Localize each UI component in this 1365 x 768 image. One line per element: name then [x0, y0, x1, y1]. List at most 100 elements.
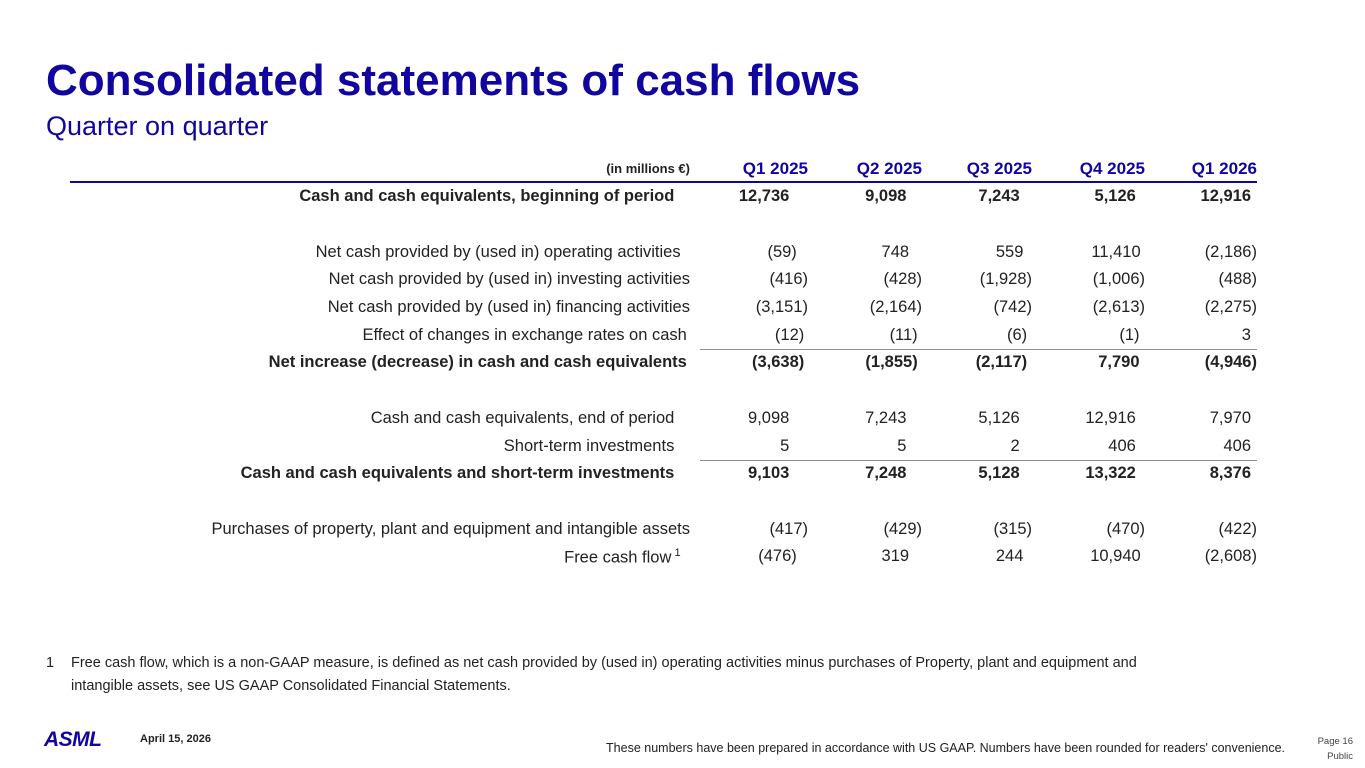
row-label: Net cash provided by (used in) investing… [70, 270, 690, 289]
row-label-text: Cash and cash equivalents, beginning of … [299, 187, 675, 206]
cell-value: (416) [769, 270, 808, 289]
cell-value: (2,275) [1204, 298, 1257, 317]
cell-value: 13,322 [1085, 464, 1136, 483]
row-label: Net cash provided by (used in) financing… [70, 298, 690, 317]
cell-value: 9,103 [748, 464, 790, 483]
cell-value: (2,608) [1204, 547, 1257, 566]
cell-value: 7,970 [1209, 408, 1251, 427]
cell-value: (422) [1218, 519, 1257, 538]
cell-value: (417) [769, 519, 808, 538]
row-label: Effect of changes in exchange rates on c… [70, 325, 687, 345]
table-row: Net cash provided by (used in) investing… [70, 266, 1257, 294]
cell-value: (470) [1106, 519, 1145, 538]
unit-label: (in millions €) [606, 161, 690, 176]
cell-value: 8,376 [1209, 464, 1251, 483]
cell-value: 406 [1108, 436, 1136, 455]
cell-value: 7,248 [865, 464, 907, 483]
cash-flow-table: (in millions €) Q1 2025 Q2 2025 Q3 2025 … [70, 156, 1257, 571]
table-header: (in millions €) Q1 2025 Q2 2025 Q3 2025 … [70, 156, 1257, 183]
cell-value: 748 [881, 242, 910, 261]
cell-value: 11,410 [1091, 242, 1141, 261]
cell-value: (1,855) [865, 353, 918, 372]
cell-value: 12,736 [738, 187, 790, 206]
cell-value: 5 [780, 436, 790, 455]
row-label-text: Net cash provided by (used in) investing… [328, 270, 690, 289]
row-label-text: Net cash provided by (used in) financing… [327, 298, 690, 317]
table-row: Cash and cash equivalents, beginning of … [70, 183, 1257, 211]
row-label-text: Free cash flow [564, 548, 672, 567]
row-label: Cash and cash equivalents, beginning of … [70, 187, 674, 206]
page-info: Page 16 Public [1318, 734, 1353, 764]
cell-value: (11) [889, 325, 918, 344]
table-row: Short-term investments 5 5 2 406 406 [70, 432, 1257, 460]
cell-value: (1,006) [1092, 270, 1145, 289]
cell-value: (429) [883, 519, 922, 538]
table-row: Net cash provided by (used in) financing… [70, 294, 1257, 322]
cell-value: (742) [993, 298, 1032, 317]
table-row: Net cash provided by (used in) operating… [70, 238, 1257, 266]
cell-value: (6) [1006, 325, 1028, 344]
cell-value: (2,164) [869, 298, 922, 317]
spacer [70, 377, 1257, 405]
cell-value: 12,916 [1200, 187, 1251, 206]
cell-value: 244 [995, 547, 1024, 566]
cell-value: (2,186) [1204, 242, 1257, 261]
cell-value: (1,928) [979, 270, 1032, 289]
footnote-text-1: Free cash flow, which is a non-GAAP meas… [71, 655, 1137, 671]
footnote-text-2: intangible assets, see US GAAP Consolida… [71, 678, 511, 694]
cell-value: (315) [993, 519, 1032, 538]
footnote-number: 1 [46, 655, 55, 671]
column-header: Q3 2025 [966, 158, 1032, 178]
cell-value: (3,151) [755, 298, 808, 317]
cell-value: 5,128 [978, 464, 1020, 483]
footnote-ref: 1 [674, 546, 681, 559]
footer-note: These numbers have been prepared in acco… [606, 741, 1285, 755]
column-header: Q1 2026 [1191, 158, 1257, 178]
cell-value: 5,126 [978, 408, 1020, 427]
cell-value: (4,946) [1204, 353, 1257, 372]
cell-value: 319 [881, 547, 910, 566]
cell-value: 5 [897, 436, 907, 455]
cell-value: (12) [774, 325, 805, 344]
row-label-text: Effect of changes in exchange rates on c… [362, 325, 687, 344]
cell-value: 2 [1010, 436, 1020, 455]
cell-value: 10,940 [1090, 547, 1141, 566]
table-row: Free cash flow 1 (476) 319 244 10,940 (2,608) [70, 543, 1257, 571]
table-row: Cash and cash equivalents and short-term… [70, 459, 1257, 488]
row-label: Short-term investments [70, 436, 675, 456]
cell-value: (2,117) [975, 353, 1028, 372]
table-row: Purchases of property, plant and equipme… [70, 515, 1258, 543]
column-header: Q2 2025 [856, 158, 922, 178]
page-title: Consolidated statements of cash flows [46, 56, 861, 105]
cell-value: 7,243 [978, 187, 1020, 206]
spacer [70, 211, 1257, 239]
cell-value: (428) [883, 270, 922, 289]
classification: Public [1327, 751, 1353, 762]
row-label-text: Cash and cash equivalents and short-term… [240, 464, 675, 483]
cell-value: 9,098 [748, 408, 790, 427]
cell-value: 5,126 [1094, 187, 1136, 206]
cell-value: 3 [1241, 325, 1251, 344]
footnote: 1 Free cash flow, which is a non-GAAP mea… [46, 652, 1137, 698]
row-label: Cash and cash equivalents and short-term… [70, 464, 675, 483]
table-row: Net increase (decrease) in cash and cash… [70, 349, 1257, 377]
spacer [70, 488, 1257, 516]
page-subtitle: Quarter on quarter [46, 111, 269, 141]
cell-value: (59) [767, 242, 797, 261]
cell-value: (3,638) [751, 353, 805, 372]
cell-value: 559 [995, 242, 1024, 261]
cell-value: (1) [1119, 325, 1140, 344]
page-number: Page 16 [1317, 736, 1353, 747]
row-label-text: Short-term investments [503, 436, 675, 455]
row-label-text: Net increase (decrease) in cash and cash… [268, 353, 687, 372]
row-label: Net increase (decrease) in cash and cash… [70, 353, 687, 372]
cell-value: (2,613) [1092, 298, 1145, 317]
column-header: Q1 2025 [742, 158, 808, 178]
table-row: Effect of changes in exchange rates on c… [70, 321, 1257, 349]
footer-date: April 15, 2026 [140, 733, 211, 745]
row-label: Purchases of property, plant and equipme… [70, 519, 691, 539]
row-label-text: Purchases of property, plant and equipme… [211, 519, 691, 538]
cell-value: 406 [1223, 436, 1251, 455]
row-label-text: Cash and cash equivalents, end of period [370, 408, 675, 427]
cell-value: (476) [758, 547, 797, 566]
